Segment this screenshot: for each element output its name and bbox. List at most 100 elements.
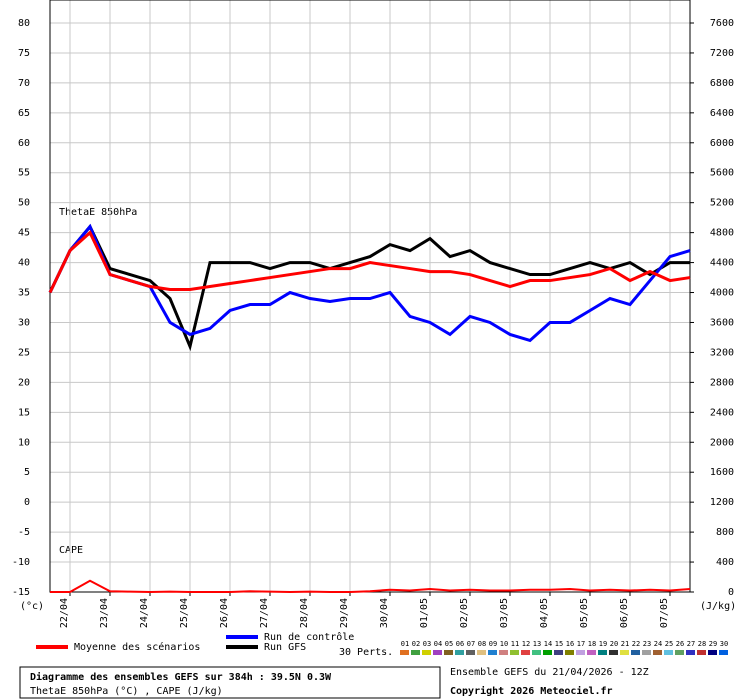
pert-swatch bbox=[708, 650, 717, 655]
pert-label: 20 bbox=[610, 640, 618, 648]
y2-tick-label: 6400 bbox=[710, 108, 734, 119]
pert-swatch bbox=[532, 650, 541, 655]
pert-label: 23 bbox=[643, 640, 651, 648]
pert-swatch bbox=[642, 650, 651, 655]
pert-swatch bbox=[587, 650, 596, 655]
pert-swatch bbox=[675, 650, 684, 655]
y2-tick-label: 400 bbox=[716, 557, 734, 568]
pert-label: 15 bbox=[555, 640, 563, 648]
y-tick-label: 65 bbox=[18, 108, 30, 119]
pert-swatch bbox=[631, 650, 640, 655]
x-tick-label: 30/04 bbox=[379, 598, 390, 628]
pert-label: 17 bbox=[577, 640, 585, 648]
info-title: Diagramme des ensembles GEFS sur 384h : … bbox=[30, 671, 332, 683]
pert-label: 05 bbox=[445, 640, 453, 648]
x-tick-label: 23/04 bbox=[99, 598, 110, 628]
pert-label: 29 bbox=[709, 640, 717, 648]
y-tick-label: 45 bbox=[18, 228, 30, 239]
pert-label: 25 bbox=[665, 640, 673, 648]
info-box bbox=[19, 666, 441, 699]
plot-frame bbox=[49, 0, 691, 593]
y2-tick-label: 7200 bbox=[710, 48, 734, 59]
series-line bbox=[50, 579, 691, 594]
pert-swatch bbox=[411, 650, 420, 655]
copyright: Copyright 2026 Meteociel.fr bbox=[450, 685, 613, 697]
y-tick-label: 0 bbox=[24, 497, 30, 508]
pert-label: 06 bbox=[456, 640, 464, 648]
pert-label: 02 bbox=[412, 640, 420, 648]
x-tick-label: 06/05 bbox=[619, 598, 630, 628]
pert-label: 12 bbox=[522, 640, 530, 648]
pert-swatch bbox=[686, 650, 695, 655]
y-tick-label: 80 bbox=[18, 18, 30, 29]
y-tick-label: 5 bbox=[24, 467, 30, 478]
legend-label: Run de contrôle bbox=[264, 631, 354, 643]
y2-tick-label: 5200 bbox=[710, 198, 734, 209]
x-tick-label: 03/05 bbox=[499, 598, 510, 628]
y2-tick-label: 4400 bbox=[710, 258, 734, 269]
y2-tick-label: 2000 bbox=[710, 437, 734, 448]
pert-swatch bbox=[455, 650, 464, 655]
x-tick-label: 27/04 bbox=[259, 598, 270, 628]
y-tick-label: 30 bbox=[18, 317, 30, 328]
pert-label: 13 bbox=[533, 640, 541, 648]
x-tick-label: 29/04 bbox=[339, 598, 350, 628]
y-tick-label: -10 bbox=[12, 557, 30, 568]
y-tick-label: 25 bbox=[18, 347, 30, 358]
cape-label: CAPE bbox=[59, 545, 83, 556]
y2-tick-label: 2400 bbox=[710, 407, 734, 418]
y-tick-label: 55 bbox=[18, 168, 30, 179]
pert-swatch bbox=[697, 650, 706, 655]
pert-label: 04 bbox=[434, 640, 442, 648]
pert-label: 22 bbox=[632, 640, 640, 648]
legend-label: Moyenne des scénarios bbox=[74, 641, 200, 653]
pert-swatch bbox=[719, 650, 728, 655]
pert-swatch bbox=[466, 650, 475, 655]
y2-tick-label: 1200 bbox=[710, 497, 734, 508]
pert-swatch bbox=[543, 650, 552, 655]
y2-tick-label: 3200 bbox=[710, 347, 734, 358]
pert-swatch bbox=[400, 650, 409, 655]
y-tick-label: 10 bbox=[18, 437, 30, 448]
pert-swatch bbox=[477, 650, 486, 655]
perts-label: 30 Perts. bbox=[339, 647, 393, 658]
pert-label: 16 bbox=[566, 640, 574, 648]
y-tick-label: 75 bbox=[18, 48, 30, 59]
pert-label: 01 bbox=[401, 640, 409, 648]
x-tick-label: 07/05 bbox=[659, 598, 670, 628]
x-tick-label: 24/04 bbox=[139, 598, 150, 628]
y-tick-label: 70 bbox=[18, 78, 30, 89]
pert-label: 26 bbox=[676, 640, 684, 648]
pert-swatch bbox=[609, 650, 618, 655]
y2-tick-label: 3600 bbox=[710, 317, 734, 328]
y2-tick-label: 2800 bbox=[710, 377, 734, 388]
pert-label: 10 bbox=[500, 640, 508, 648]
pert-label: 24 bbox=[654, 640, 662, 648]
run-info: Ensemble GEFS du 21/04/2026 - 12Z bbox=[450, 667, 649, 678]
pert-swatch bbox=[653, 650, 662, 655]
y2-tick-label: 4000 bbox=[710, 288, 734, 299]
y-tick-label: 20 bbox=[18, 377, 30, 388]
x-tick-label: 28/04 bbox=[299, 598, 310, 628]
series-line bbox=[48, 230, 691, 294]
x-tick-label: 02/05 bbox=[459, 598, 470, 628]
x-tick-label: 01/05 bbox=[419, 598, 430, 628]
pert-swatch bbox=[554, 650, 563, 655]
pert-label: 21 bbox=[621, 640, 629, 648]
y2-unit: (J/kg) bbox=[700, 601, 736, 612]
pert-swatch bbox=[598, 650, 607, 655]
y2-tick-label: 0 bbox=[728, 587, 734, 598]
pert-swatch bbox=[565, 650, 574, 655]
pert-label: 08 bbox=[478, 640, 486, 648]
x-tick-label: 26/04 bbox=[219, 598, 230, 628]
pert-label: 18 bbox=[588, 640, 596, 648]
y2-tick-label: 1600 bbox=[710, 467, 734, 478]
pert-swatch bbox=[433, 650, 442, 655]
pert-label: 03 bbox=[423, 640, 431, 648]
pert-label: 11 bbox=[511, 640, 519, 648]
y-tick-label: 40 bbox=[18, 258, 30, 269]
y-tick-label: 60 bbox=[18, 138, 30, 149]
y2-tick-label: 6000 bbox=[710, 138, 734, 149]
pert-label: 14 bbox=[544, 640, 552, 648]
